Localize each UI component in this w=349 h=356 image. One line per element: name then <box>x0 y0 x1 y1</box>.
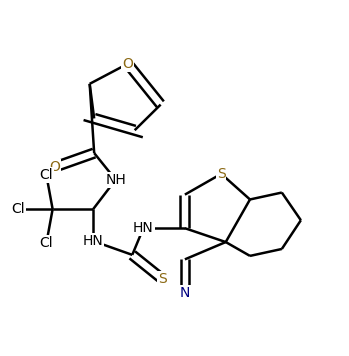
Text: O: O <box>50 160 60 174</box>
Text: Cl: Cl <box>11 202 25 216</box>
Text: NH: NH <box>105 173 126 187</box>
Text: N: N <box>180 286 190 300</box>
Text: O: O <box>122 57 133 71</box>
Text: S: S <box>217 167 225 181</box>
Text: Cl: Cl <box>39 236 53 250</box>
Text: HN: HN <box>133 221 154 235</box>
Text: S: S <box>158 272 167 286</box>
Text: HN: HN <box>83 234 104 248</box>
Text: Cl: Cl <box>39 168 53 182</box>
